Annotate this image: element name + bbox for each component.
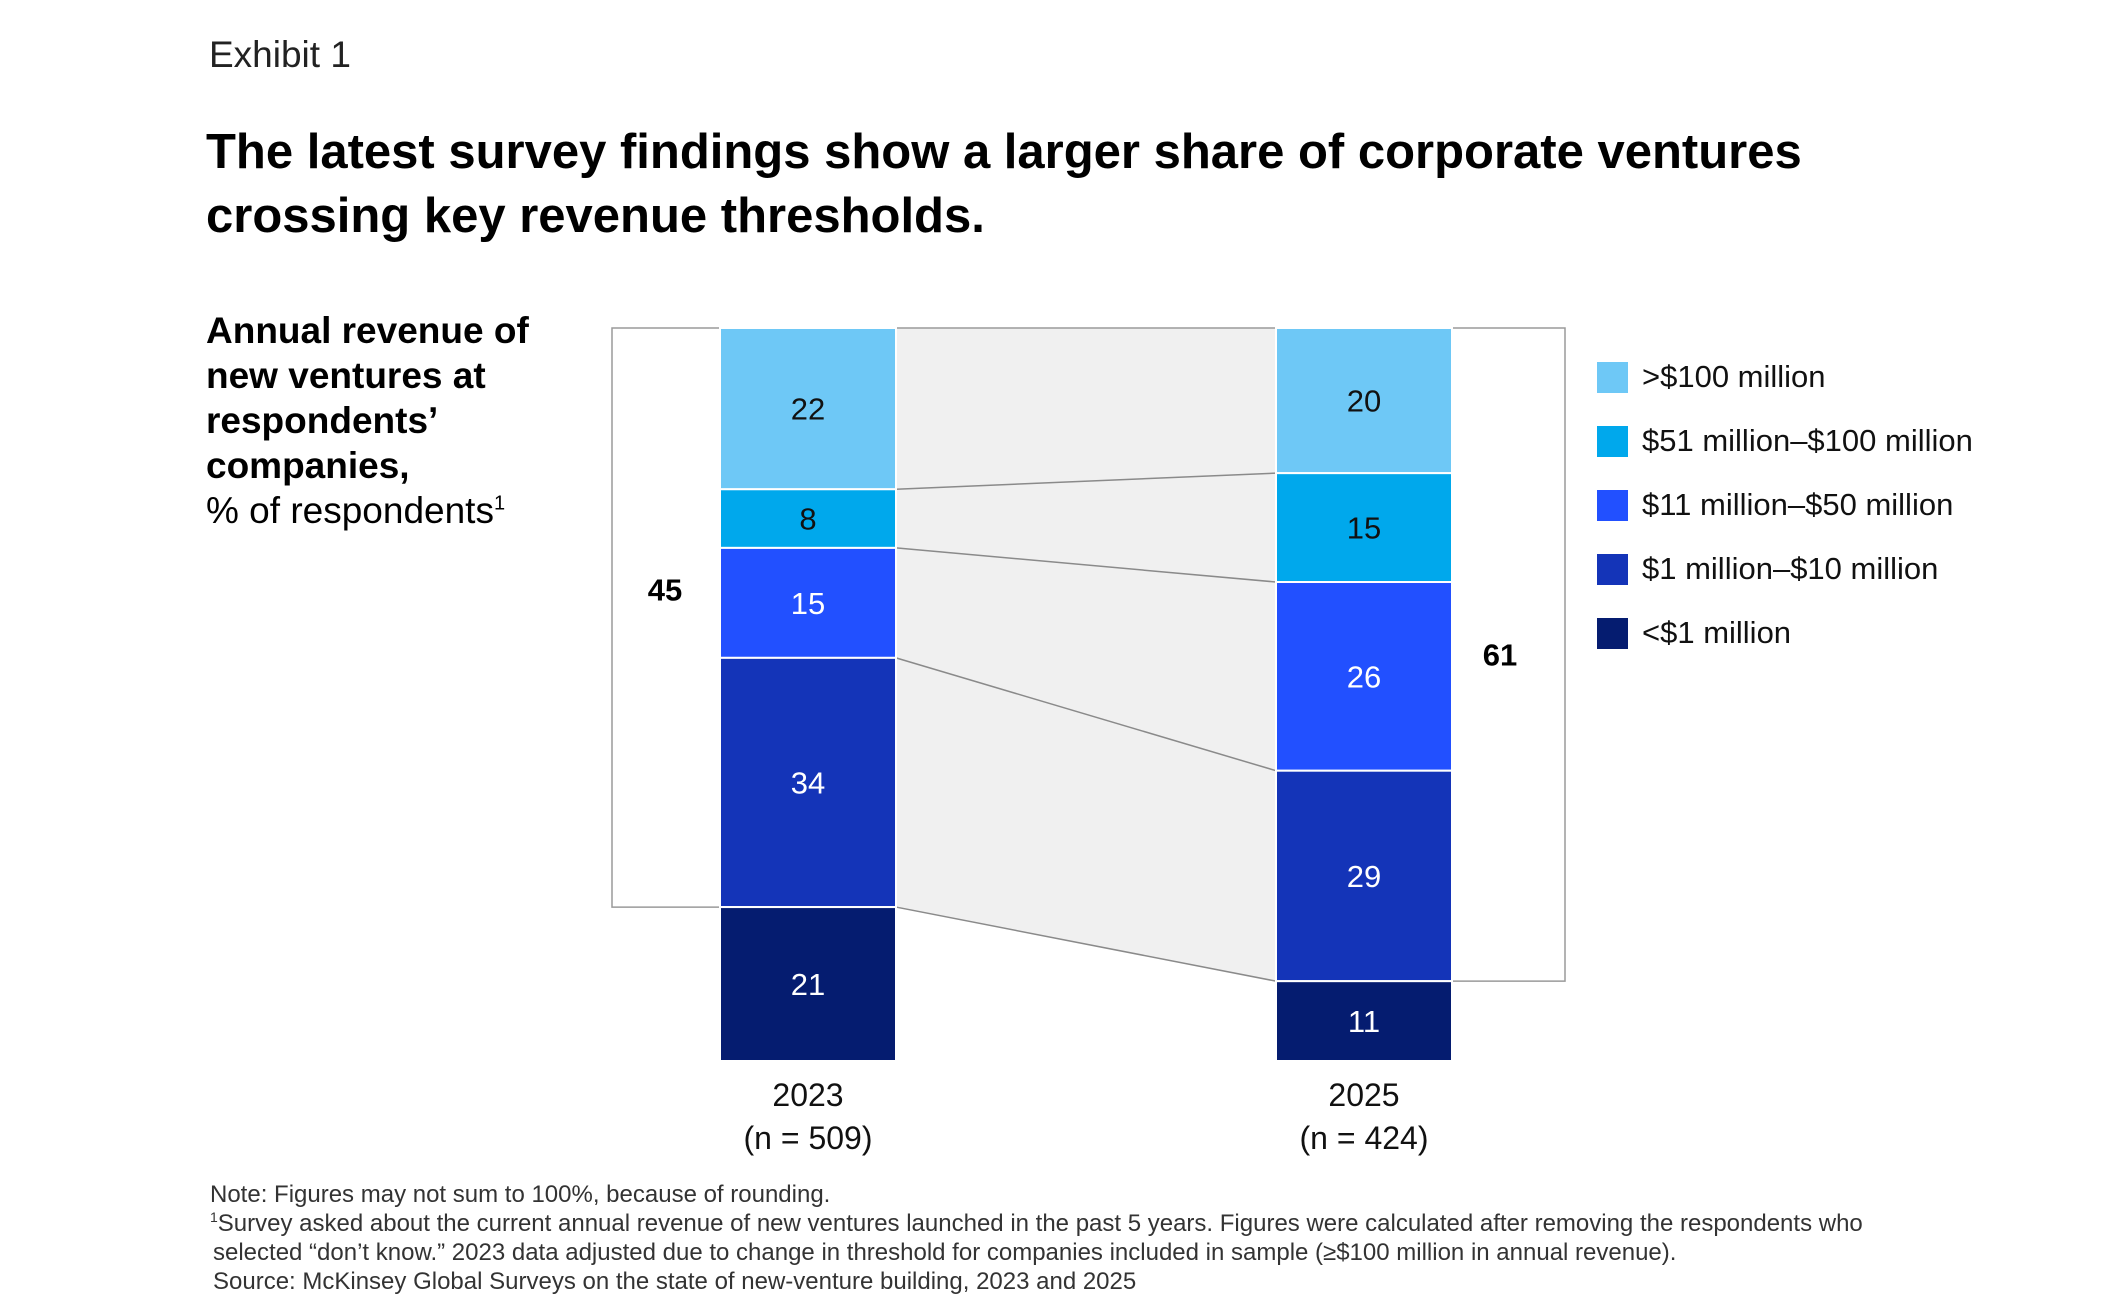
title-line-1: The latest survey findings show a larger…	[206, 125, 1802, 179]
legend-item: $1 million–$10 million	[1597, 537, 1973, 601]
legend-swatch	[1597, 553, 1628, 585]
legend-item: $51 million–$100 million	[1597, 409, 1973, 473]
data-label: 26	[1347, 659, 1381, 694]
bar-segment	[1275, 472, 1453, 584]
legend-label: >$100 million	[1642, 359, 1826, 394]
x-tick-note: (n = 509)	[744, 1120, 873, 1156]
legend-label: $1 million–$10 million	[1642, 551, 1939, 586]
data-label: 8	[799, 502, 816, 537]
ylabel-line-5: % of respondents1	[206, 488, 529, 533]
bar-segment	[719, 906, 897, 1062]
data-label: 21	[791, 967, 825, 1002]
footnote-line-1: Survey asked about the current annual re…	[217, 1210, 1863, 1237]
data-label: 15	[1347, 511, 1381, 546]
legend-swatch	[1597, 617, 1628, 649]
legend-label: $11 million–$50 million	[1642, 487, 1954, 522]
bar-segment	[1275, 581, 1453, 772]
total-label-2025: 61	[1483, 638, 1517, 673]
title-line-2: crossing key revenue thresholds.	[206, 189, 985, 243]
bar-segment	[1275, 769, 1453, 983]
legend-item: $11 million–$50 million	[1597, 473, 1973, 537]
data-label: 15	[791, 586, 825, 621]
bracket-2025	[1452, 327, 1566, 982]
legend: >$100 million $51 million–$100 million $…	[1597, 345, 1973, 665]
legend-swatch	[1597, 425, 1628, 457]
data-label: 20	[1347, 384, 1381, 419]
ylabel-line-3: respondents’	[206, 400, 439, 441]
ylabel-line-2: new ventures at	[206, 355, 486, 396]
ylabel-footnote-mark: 1	[493, 492, 506, 515]
x-tick-label: 2023	[772, 1077, 843, 1113]
legend-item: <$1 million	[1597, 601, 1973, 665]
bar-segment	[1275, 980, 1453, 1063]
bracket-2023	[611, 327, 720, 908]
legend-swatch	[1597, 361, 1628, 393]
chart-title: The latest survey findings show a larger…	[206, 120, 2006, 248]
source-text: Source: McKinsey Global Surveys on the s…	[213, 1268, 1137, 1295]
x-tick-label: 2025	[1328, 1077, 1399, 1113]
bar-segment	[719, 327, 897, 491]
connector-line	[895, 547, 1277, 583]
legend-item: >$100 million	[1597, 345, 1973, 409]
data-label: 11	[1348, 1004, 1380, 1039]
connector-line	[895, 906, 1277, 982]
footnote-mark: 1	[210, 1209, 218, 1225]
bar-segment	[1275, 327, 1453, 475]
total-label-2023: 45	[648, 573, 682, 608]
notes: Note: Figures may not sum to 100%, becau…	[210, 1180, 1863, 1296]
exhibit-label: Exhibit 1	[209, 34, 351, 75]
y-axis-label: Annual revenue of new ventures at respon…	[206, 308, 529, 533]
connector-shade	[896, 328, 1276, 982]
ylabel-line-1: Annual revenue of	[206, 310, 529, 351]
ylabel-units: % of respondents	[206, 490, 494, 531]
data-label: 22	[791, 392, 825, 427]
legend-label: $51 million–$100 million	[1642, 423, 1973, 458]
footnote-1: 1Survey asked about the current annual r…	[210, 1209, 1863, 1238]
connector-line	[895, 657, 1277, 772]
data-label: 29	[1347, 859, 1381, 894]
footnote-1-cont: selected “don’t know.” 2023 data adjuste…	[213, 1239, 1677, 1266]
connector-line	[895, 472, 1277, 491]
data-label: 34	[791, 765, 825, 800]
bar-segment	[719, 656, 897, 909]
legend-swatch	[1597, 489, 1628, 521]
note-text: Note: Figures may not sum to 100%, becau…	[210, 1181, 831, 1208]
x-tick-note: (n = 424)	[1300, 1120, 1429, 1156]
legend-label: <$1 million	[1642, 615, 1792, 650]
ylabel-line-4: companies,	[206, 445, 410, 486]
